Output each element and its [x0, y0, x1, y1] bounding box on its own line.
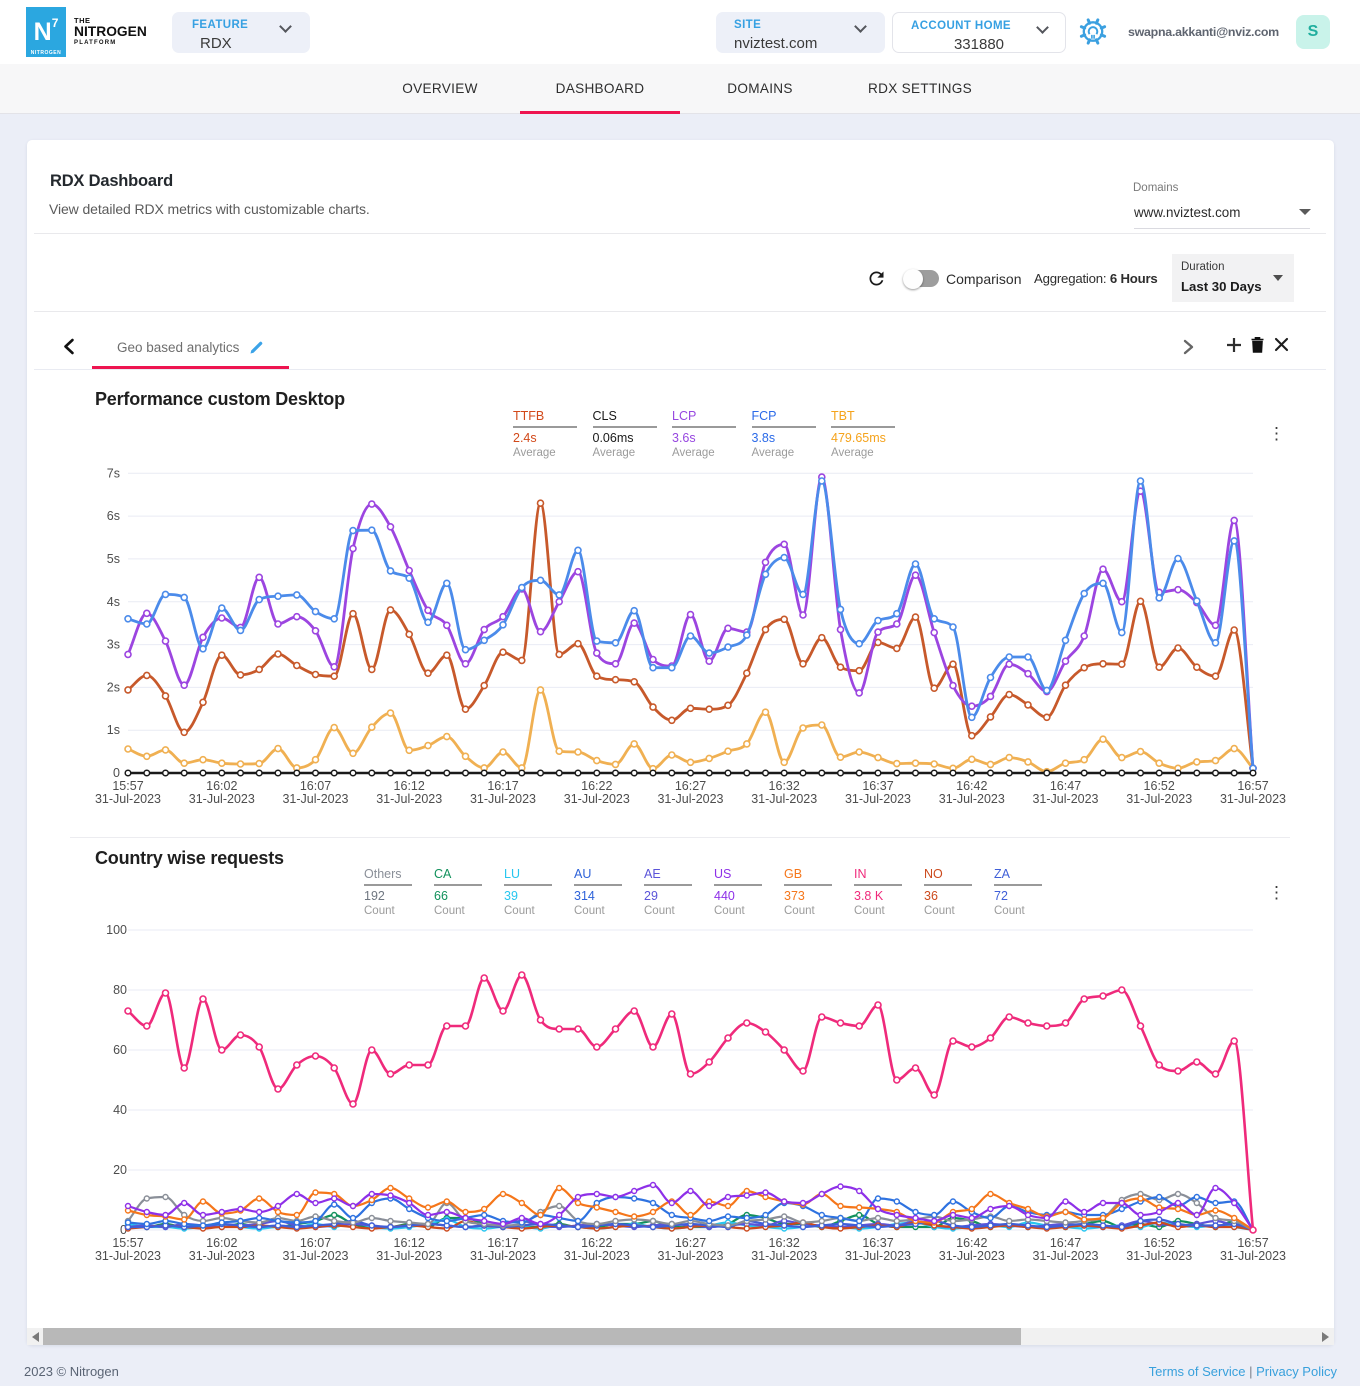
svg-text:31-Jul-2023: 31-Jul-2023 — [657, 792, 723, 806]
svg-text:4s: 4s — [107, 595, 120, 609]
svg-text:31-Jul-2023: 31-Jul-2023 — [376, 1249, 442, 1263]
svg-text:16:17: 16:17 — [487, 1236, 518, 1250]
svg-text:16:57: 16:57 — [1237, 779, 1268, 793]
svg-text:16:42: 16:42 — [956, 1236, 987, 1250]
svg-text:40: 40 — [113, 1103, 127, 1117]
svg-text:31-Jul-2023: 31-Jul-2023 — [564, 1249, 630, 1263]
svg-text:5s: 5s — [107, 552, 120, 566]
svg-text:16:22: 16:22 — [581, 1236, 612, 1250]
svg-text:31-Jul-2023: 31-Jul-2023 — [939, 1249, 1005, 1263]
svg-text:31-Jul-2023: 31-Jul-2023 — [282, 792, 348, 806]
svg-text:31-Jul-2023: 31-Jul-2023 — [189, 792, 255, 806]
svg-text:31-Jul-2023: 31-Jul-2023 — [1032, 1249, 1098, 1263]
svg-text:31-Jul-2023: 31-Jul-2023 — [282, 1249, 348, 1263]
svg-text:16:42: 16:42 — [956, 779, 987, 793]
svg-text:16:02: 16:02 — [206, 1236, 237, 1250]
svg-text:16:27: 16:27 — [675, 1236, 706, 1250]
svg-text:7s: 7s — [107, 466, 120, 480]
svg-text:16:37: 16:37 — [862, 1236, 893, 1250]
svg-text:100: 100 — [106, 923, 127, 937]
svg-text:80: 80 — [113, 983, 127, 997]
svg-text:31-Jul-2023: 31-Jul-2023 — [751, 1249, 817, 1263]
svg-text:31-Jul-2023: 31-Jul-2023 — [1220, 792, 1286, 806]
svg-text:15:57: 15:57 — [112, 779, 143, 793]
svg-text:60: 60 — [113, 1043, 127, 1057]
svg-text:31-Jul-2023: 31-Jul-2023 — [376, 792, 442, 806]
svg-text:16:57: 16:57 — [1237, 1236, 1268, 1250]
svg-text:16:32: 16:32 — [769, 779, 800, 793]
svg-text:16:17: 16:17 — [487, 779, 518, 793]
svg-text:16:47: 16:47 — [1050, 1236, 1081, 1250]
svg-text:3s: 3s — [107, 638, 120, 652]
svg-text:16:07: 16:07 — [300, 1236, 331, 1250]
svg-text:0: 0 — [113, 766, 120, 780]
svg-text:20: 20 — [113, 1163, 127, 1177]
svg-text:31-Jul-2023: 31-Jul-2023 — [470, 1249, 536, 1263]
svg-text:16:12: 16:12 — [394, 779, 425, 793]
svg-text:16:52: 16:52 — [1144, 779, 1175, 793]
svg-text:16:32: 16:32 — [769, 1236, 800, 1250]
svg-text:0: 0 — [120, 1223, 127, 1237]
svg-text:1s: 1s — [107, 723, 120, 737]
svg-text:16:02: 16:02 — [206, 779, 237, 793]
svg-text:16:52: 16:52 — [1144, 1236, 1175, 1250]
svg-text:31-Jul-2023: 31-Jul-2023 — [1220, 1249, 1286, 1263]
svg-text:31-Jul-2023: 31-Jul-2023 — [470, 792, 536, 806]
svg-text:31-Jul-2023: 31-Jul-2023 — [564, 792, 630, 806]
svg-text:31-Jul-2023: 31-Jul-2023 — [95, 1249, 161, 1263]
svg-text:2s: 2s — [107, 680, 120, 694]
svg-text:31-Jul-2023: 31-Jul-2023 — [1032, 792, 1098, 806]
svg-text:16:37: 16:37 — [862, 779, 893, 793]
svg-text:16:22: 16:22 — [581, 779, 612, 793]
svg-text:31-Jul-2023: 31-Jul-2023 — [751, 792, 817, 806]
svg-text:31-Jul-2023: 31-Jul-2023 — [939, 792, 1005, 806]
svg-text:31-Jul-2023: 31-Jul-2023 — [189, 1249, 255, 1263]
svg-text:31-Jul-2023: 31-Jul-2023 — [95, 792, 161, 806]
svg-text:31-Jul-2023: 31-Jul-2023 — [1126, 792, 1192, 806]
svg-text:15:57: 15:57 — [112, 1236, 143, 1250]
svg-text:16:07: 16:07 — [300, 779, 331, 793]
svg-text:31-Jul-2023: 31-Jul-2023 — [845, 792, 911, 806]
svg-text:16:27: 16:27 — [675, 779, 706, 793]
svg-text:31-Jul-2023: 31-Jul-2023 — [1126, 1249, 1192, 1263]
svg-text:31-Jul-2023: 31-Jul-2023 — [845, 1249, 911, 1263]
svg-text:16:47: 16:47 — [1050, 779, 1081, 793]
svg-text:6s: 6s — [107, 509, 120, 523]
svg-text:16:12: 16:12 — [394, 1236, 425, 1250]
svg-text:31-Jul-2023: 31-Jul-2023 — [657, 1249, 723, 1263]
